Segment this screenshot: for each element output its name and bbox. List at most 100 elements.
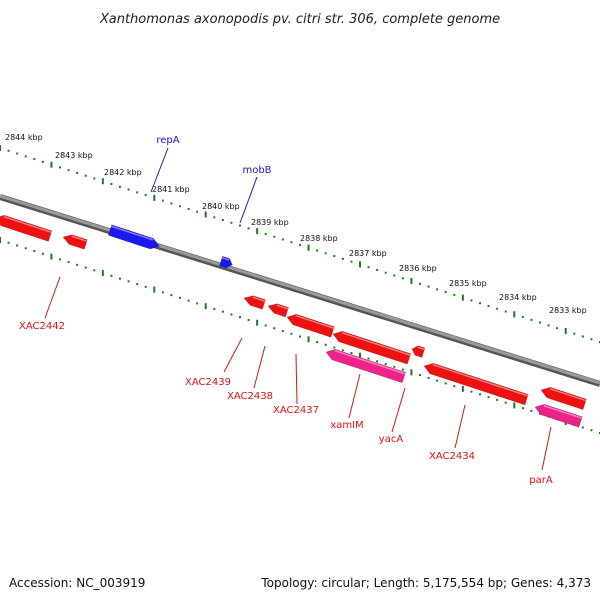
lower-scale-tick — [453, 385, 456, 388]
gene-label-xac2439: XAC2439 — [185, 377, 231, 388]
lower-scale-tick — [196, 302, 199, 305]
lower-scale-tick — [324, 343, 327, 346]
lower-scale-tick — [333, 346, 336, 349]
gene-shape — [286, 313, 335, 338]
upper-scale-tick — [144, 194, 147, 197]
lower-scale-tick — [427, 376, 430, 379]
kbp-tick-label: 2834 kbp — [499, 293, 537, 302]
upper-scale-tick — [384, 271, 387, 274]
lower-scale-tick — [316, 341, 319, 344]
lower-scale-tick — [376, 360, 379, 363]
gene-label-xac2437: XAC2437 — [273, 405, 319, 416]
lower-scale-tick — [67, 261, 70, 264]
gene-shine — [71, 235, 88, 242]
upper-scale-tick — [213, 216, 216, 219]
lower-scale-tick — [187, 299, 190, 302]
upper-scale-tick — [239, 224, 241, 227]
upper-scale-tick — [564, 327, 567, 334]
gene-arrow — [219, 255, 233, 269]
upper-scale-tick — [461, 294, 464, 301]
upper-scale-tick — [127, 188, 130, 191]
lower-scale-tick — [153, 286, 156, 293]
upper-scale-tick — [0, 145, 1, 151]
lower-scale-tick — [144, 285, 147, 288]
gene-arrow — [286, 313, 335, 338]
gene-label-repa: repA — [156, 135, 179, 146]
lower-scale-tick — [16, 244, 19, 247]
upper-scale-tick — [41, 160, 44, 163]
upper-scale-tick — [247, 227, 250, 230]
upper-scale-tick — [539, 321, 541, 324]
lower-scale-tick — [7, 241, 10, 244]
upper-scale-tick — [179, 205, 181, 208]
upper-scale-tick — [513, 311, 516, 318]
lower-scale-tick — [384, 363, 387, 366]
upper-scale-tick — [16, 152, 19, 155]
lower-scale-tick — [230, 313, 233, 316]
lower-scale-tick — [290, 332, 293, 335]
upper-scale-tick — [496, 307, 499, 310]
upper-scale-tick — [401, 277, 404, 280]
upper-scale-tick — [393, 274, 396, 277]
lower-scale-tick — [539, 412, 541, 415]
lower-scale-tick — [101, 270, 104, 277]
lower-scale-tick — [581, 426, 584, 429]
upper-scale-tick — [376, 268, 379, 271]
upper-scale-tick — [76, 171, 79, 174]
gene-shape — [540, 386, 587, 410]
gene-shape — [0, 214, 53, 242]
lower-scale-tick — [119, 277, 121, 280]
lower-scale-tick — [50, 253, 53, 260]
gene-label-xac2442: XAC2442 — [19, 321, 65, 332]
lower-scale-tick — [76, 263, 79, 266]
lower-scale-tick — [419, 374, 421, 377]
gene-shine — [341, 331, 411, 356]
lower-scale-tick — [341, 349, 344, 352]
lower-scale-tick — [359, 352, 361, 359]
map-title: Xanthomonas axonopodis pv. citri str. 30… — [99, 12, 500, 27]
label-leader-line — [239, 176, 258, 224]
gene-shape — [243, 295, 266, 310]
upper-scale-tick — [556, 327, 559, 330]
lower-scale-tick — [436, 379, 439, 382]
lower-scale-tick — [110, 274, 113, 277]
gene-arrow — [423, 362, 529, 406]
lower-scale-tick — [247, 318, 250, 321]
upper-scale-tick — [436, 288, 439, 291]
lower-scale-tick — [221, 310, 224, 313]
upper-scale-tick — [33, 158, 36, 161]
upper-scale-tick — [290, 241, 293, 244]
lower-scale-tick — [170, 294, 173, 297]
lower-scale-tick — [307, 336, 310, 343]
label-leader-line — [541, 426, 552, 471]
upper-scale-tick — [93, 177, 96, 180]
lower-scale-tick — [461, 385, 464, 392]
gene-arrow — [243, 295, 266, 310]
upper-scale-tick — [427, 285, 430, 288]
lower-scale-tick — [0, 237, 1, 243]
gene-arrow — [540, 386, 587, 410]
gene-label-yaca: yacA — [379, 434, 404, 445]
gene-arrow — [534, 403, 583, 428]
gene-shape — [423, 362, 529, 406]
gene-arrow — [107, 224, 160, 250]
lower-scale-tick — [264, 324, 267, 327]
upper-scale-tick — [136, 191, 139, 194]
gene-arrow — [325, 348, 407, 384]
gene-shape — [107, 224, 160, 250]
kbp-tick-label: 2844 kbp — [5, 133, 43, 142]
upper-scale-tick — [7, 149, 10, 152]
upper-scale-tick — [410, 278, 413, 285]
upper-scale-tick — [230, 221, 233, 224]
kbp-tick-label: 2835 kbp — [449, 279, 487, 288]
genome-summary-text: Topology: circular; Length: 5,175,554 bp… — [260, 576, 591, 590]
upper-scale-tick — [307, 244, 310, 251]
gene-shine — [252, 296, 266, 302]
lower-scale-tick — [479, 393, 481, 396]
upper-scale-tick — [521, 316, 524, 319]
lower-scale-tick — [496, 398, 499, 401]
upper-scale-tick — [444, 291, 447, 294]
genome-backbone — [0, 194, 600, 387]
upper-scale-tick — [273, 235, 276, 238]
upper-scale-tick — [341, 257, 344, 260]
